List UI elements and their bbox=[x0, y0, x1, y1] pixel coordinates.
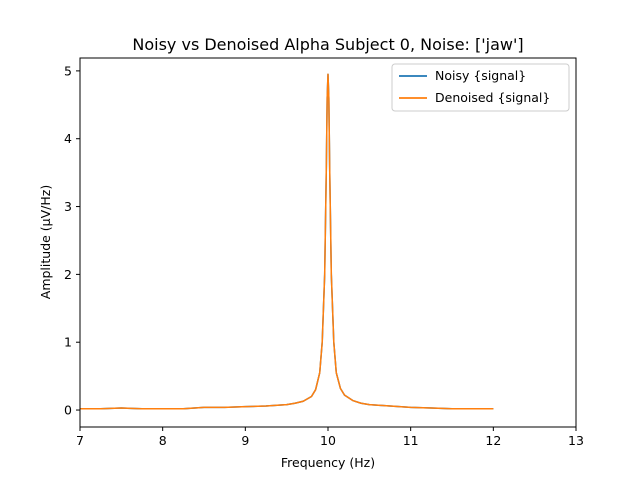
x-tick-label: 10 bbox=[320, 433, 336, 448]
x-tick-label: 11 bbox=[403, 433, 419, 448]
series-line-1 bbox=[80, 73, 494, 410]
x-axis-label: Frequency (Hz) bbox=[281, 455, 375, 470]
legend-label-noisy: Noisy {signal} bbox=[435, 68, 526, 83]
legend: Noisy {signal} Denoised {signal} bbox=[391, 63, 570, 112]
y-axis-ticks: 0 1 2 3 4 5 bbox=[64, 63, 80, 418]
y-tick-label: 2 bbox=[64, 267, 72, 282]
x-tick-label: 8 bbox=[159, 433, 167, 448]
legend-frame bbox=[391, 63, 570, 112]
y-tick-label: 3 bbox=[64, 199, 72, 214]
y-tick-label: 4 bbox=[64, 131, 72, 146]
x-tick-label: 7 bbox=[76, 433, 84, 448]
y-axis-label: Amplitude (μV/Hz) bbox=[38, 185, 53, 299]
x-tick-label: 9 bbox=[241, 433, 249, 448]
y-tick-label: 5 bbox=[64, 63, 72, 78]
x-tick-label: 13 bbox=[568, 433, 584, 448]
plot-lines bbox=[80, 73, 494, 410]
x-axis-ticks: 7 8 9 10 11 12 13 bbox=[76, 427, 584, 448]
legend-label-denoised: Denoised {signal} bbox=[435, 90, 550, 105]
y-tick-label: 0 bbox=[64, 403, 72, 418]
chart-title: Noisy vs Denoised Alpha Subject 0, Noise… bbox=[132, 35, 523, 54]
y-tick-label: 1 bbox=[64, 335, 72, 350]
x-tick-label: 12 bbox=[485, 433, 501, 448]
